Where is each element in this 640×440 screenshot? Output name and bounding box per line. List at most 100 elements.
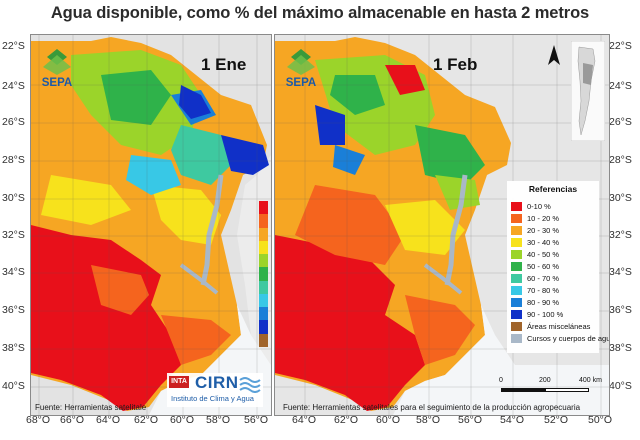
legend-swatch: [511, 286, 522, 295]
cirn-subtitle: Instituto de Clima y Agua: [171, 394, 254, 403]
map-date-label: 1 Feb: [433, 55, 478, 74]
water-waves-icon: [239, 377, 261, 393]
legend-swatch: [511, 202, 522, 211]
lat-label: 38°S: [2, 342, 25, 354]
lat-label: 28°S: [2, 154, 25, 166]
source-note: Fuente: Herramientas satelitale: [35, 403, 147, 412]
sepa-leaf-icon: [287, 49, 315, 75]
sepa-logo-text: SEPA: [285, 77, 317, 89]
lat-label: 32°S: [2, 229, 25, 241]
lat-label: 24°S: [2, 80, 25, 92]
legend-item: 90 - 100 %: [511, 309, 601, 320]
map-title: Agua disponible, como % del máximo almac…: [50, 4, 590, 22]
cirn-text: CIRN: [195, 373, 239, 392]
legend-item: 50 - 60 %: [511, 261, 601, 272]
legend-label: 90 - 100 %: [527, 310, 564, 319]
legend-item: 0-10 %: [511, 201, 601, 212]
legend-label: 70 - 80 %: [527, 286, 560, 295]
sepa-logo: SEPA: [281, 45, 321, 91]
lat-label: 30°S: [2, 192, 25, 204]
lat-label: 40°S: [2, 380, 25, 392]
legend-swatch: [511, 334, 522, 343]
lon-label: 54°O: [499, 414, 525, 426]
soil-water-map-1-ene: [31, 35, 271, 415]
north-arrow-icon: [548, 45, 560, 65]
legend-label: 30 - 40 %: [527, 238, 560, 247]
map-panel-1-ene: SEPA 1 Ene INTA CIRN Instituto de Clima …: [30, 34, 272, 416]
sepa-logo: SEPA: [37, 45, 77, 91]
lat-label: 30°S: [609, 192, 632, 204]
legend-label: 50 - 60 %: [527, 262, 560, 271]
lat-label: 22°S: [2, 40, 25, 52]
lon-label: 62°O: [333, 414, 359, 426]
legend-label: 10 - 20 %: [527, 214, 560, 223]
legend-item: 20 - 30 %: [511, 225, 601, 236]
scale-bar: 0 200 400 km: [497, 377, 603, 397]
lon-label: 56°O: [243, 414, 269, 426]
lat-label: 40°S: [609, 380, 632, 392]
longitude-axis: 68°O 66°O 64°O 62°O 60°O 58°O 56°O 64°O …: [0, 414, 640, 428]
sepa-leaf-icon: [43, 49, 71, 75]
lat-label: 38°S: [609, 342, 632, 354]
scale-label: 200: [539, 377, 551, 384]
map-panel-1-feb: SEPA 1 Feb Referencias 0-10 % 10 - 20 % …: [274, 34, 610, 416]
colorbar-strip: [259, 201, 268, 347]
legend-swatch: [511, 310, 522, 319]
lon-label: 68°O: [25, 414, 51, 426]
legend-item: 30 - 40 %: [511, 237, 601, 248]
legend-label: 40 - 50 %: [527, 250, 560, 259]
lat-label: 26°S: [609, 116, 632, 128]
legend-swatch: [511, 298, 522, 307]
legend-label: Áreas misceláneas: [527, 322, 591, 331]
legend-swatch: [511, 262, 522, 271]
legend-item: 80 - 90 %: [511, 297, 601, 308]
legend-swatch: [511, 274, 522, 283]
scale-bar-segment: [501, 388, 545, 392]
lat-label: 36°S: [2, 304, 25, 316]
legend-label: 80 - 90 %: [527, 298, 560, 307]
legend-item: 60 - 70 %: [511, 273, 601, 284]
scale-label: 400 km: [579, 377, 602, 384]
inta-badge: INTA: [169, 376, 189, 388]
lon-label: 66°O: [59, 414, 85, 426]
lon-label: 58°O: [205, 414, 231, 426]
lon-label: 64°O: [291, 414, 317, 426]
legend-swatch: [511, 322, 522, 331]
lat-label: 32°S: [609, 229, 632, 241]
scale-label: 0: [499, 377, 503, 384]
lat-label: 24°S: [609, 80, 632, 92]
lat-label: 34°S: [609, 266, 632, 278]
lat-label: 26°S: [2, 116, 25, 128]
legend-swatch: [511, 214, 522, 223]
lat-label: 36°S: [609, 304, 632, 316]
legend-label: 0-10 %: [527, 202, 551, 211]
lon-label: 60°O: [375, 414, 401, 426]
legend-label: 20 - 30 %: [527, 226, 560, 235]
legend-swatch: [511, 250, 522, 259]
legend-item: 10 - 20 %: [511, 213, 601, 224]
lon-label: 60°O: [169, 414, 195, 426]
legend-item: 70 - 80 %: [511, 285, 601, 296]
source-note: Fuente: Herramientas satelitales para el…: [283, 403, 581, 412]
lon-label: 58°O: [415, 414, 441, 426]
lat-label: 28°S: [609, 154, 632, 166]
legend-swatch: [511, 238, 522, 247]
legend-item: 40 - 50 %: [511, 249, 601, 260]
legend-label: Cursos y cuerpos de agua: [527, 334, 610, 343]
argentina-locator-map: [571, 41, 605, 141]
scale-bar-segment: [545, 388, 589, 392]
legend-item: Áreas misceláneas: [511, 321, 601, 332]
legend-box: Referencias 0-10 % 10 - 20 % 20 - 30 % 3…: [507, 181, 609, 353]
latitude-axis-left: 22°S 24°S 26°S 28°S 30°S 32°S 34°S 36°S …: [2, 38, 32, 398]
inta-cirn-logo: INTA CIRN Instituto de Clima y Agua: [167, 373, 263, 407]
map-date-label: 1 Ene: [201, 55, 247, 74]
legend-title: Referencias: [528, 184, 578, 194]
lon-label: 52°O: [543, 414, 569, 426]
legend-label: 60 - 70 %: [527, 274, 560, 283]
legend-item: Cursos y cuerpos de agua: [511, 333, 609, 344]
lat-label: 22°S: [609, 40, 632, 52]
lon-label: 56°O: [457, 414, 483, 426]
lat-label: 34°S: [2, 266, 25, 278]
legend-swatch: [511, 226, 522, 235]
latitude-axis-right: 22°S 24°S 26°S 28°S 30°S 32°S 34°S 36°S …: [609, 38, 639, 398]
